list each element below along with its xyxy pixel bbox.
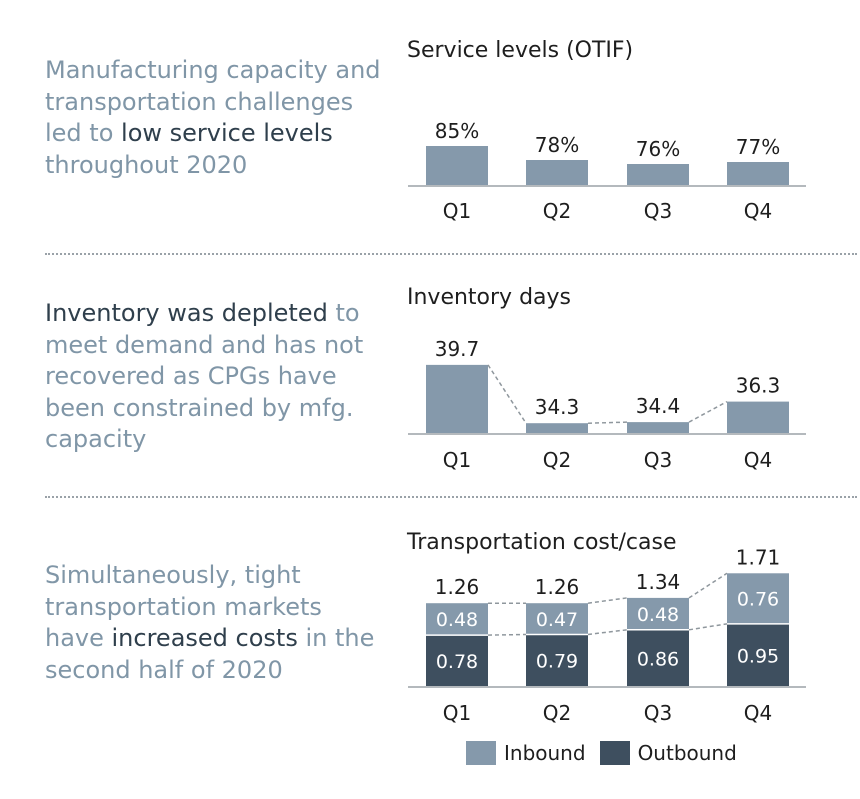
bar-inbound-q1 [426,603,488,636]
bar-inventory-q2 [526,423,588,434]
value-label-inventory-q3: 34.4 [636,394,681,418]
category-label-transport-q2: Q2 [543,701,571,725]
legend-label-outbound: Outbound [637,741,737,765]
value-label-inventory-q4: 36.3 [736,374,781,398]
value-label-service-q4: 77% [736,135,780,159]
bar-inventory-q4 [727,401,789,434]
legend-label-inbound: Inbound [504,741,586,765]
section-divider-1 [45,253,857,255]
description-text: Simultaneously, tight transportation mar… [45,561,322,652]
description-text: to meet demand and has not recovered as … [45,299,364,453]
category-label-service-q1: Q1 [443,199,471,223]
value-label-service-q1: 85% [435,119,479,143]
value-label-outbound-q4: 0.95 [737,645,779,667]
value-label-service-q3: 76% [636,137,680,161]
bar-outbound-q4 [727,623,789,687]
value-label-inbound-q4: 0.76 [737,589,779,611]
chart-legend: Inbound Outbound [466,741,751,765]
transportation-chart-title: Transportation cost/case [407,530,677,555]
category-label-service-q2: Q2 [543,199,571,223]
total-label-q4: 1.71 [736,545,781,569]
value-label-inventory-q2: 34.3 [535,395,580,419]
value-label-inbound-q2: 0.47 [536,609,578,631]
category-label-inventory-q2: Q2 [543,448,571,472]
bar-service-q3 [627,164,689,186]
category-label-transport-q3: Q3 [644,701,672,725]
value-label-service-q2: 78% [535,133,579,157]
service-levels-description: Manufacturing capacity and transportatio… [45,55,385,181]
description-emphasis: increased costs [111,624,298,652]
transportation-cost-chart: 0.78 0.48 1.26 Q1 0.79 0.47 1.26 Q2 0.86 0.48 1.34… [408,545,806,725]
description-emphasis: low service levels [121,119,333,147]
bar-inbound-q4 [727,573,789,624]
bar-inventory-q3 [627,422,689,434]
legend-swatch-outbound [599,741,630,765]
category-label-service-q3: Q3 [644,199,672,223]
inventory-chart-title: Inventory days [407,285,572,310]
legend-item-outbound: Outbound [599,741,737,765]
connector-line-outbound [688,623,728,631]
bar-inbound-q2 [526,603,588,635]
total-label-q2: 1.26 [535,575,580,599]
value-label-outbound-q1: 0.78 [436,651,478,673]
connector-line-inventory [688,400,728,423]
bar-outbound-q3 [627,629,689,687]
description-text: throughout 2020 [45,150,248,179]
bar-inventory-q1 [426,364,488,434]
legend-swatch-inbound [466,741,496,765]
transportation-description: Simultaneously, tight transportation mar… [45,560,385,686]
total-label-q1: 1.26 [435,575,480,599]
bar-outbound-q1 [426,635,488,687]
category-label-service-q4: Q4 [744,199,772,223]
bar-outbound-q2 [526,634,588,687]
description-text: in the second half of 2020 [45,624,375,684]
service-levels-chart: 85% 78% 76% 77% Q1 Q2 Q3 Q4 [408,119,806,223]
connector-line-outbound [587,629,628,636]
category-label-transport-q1: Q1 [443,701,471,725]
value-label-inbound-q3: 0.48 [637,604,679,626]
connector-line-total [587,597,628,604]
category-label-inventory-q3: Q3 [644,448,672,472]
description-text: Manufacturing capacity and transportatio… [45,56,381,147]
description-emphasis: Inventory was depleted [45,299,328,327]
value-label-outbound-q3: 0.86 [637,648,679,670]
connector-line-total [688,572,728,599]
service-levels-chart-title: Service levels (OTIF) [407,38,634,63]
value-label-inbound-q1: 0.48 [436,609,478,631]
connector-line-outbound [487,633,527,636]
value-label-outbound-q2: 0.79 [536,651,578,673]
category-label-inventory-q1: Q1 [443,448,471,472]
category-label-inventory-q4: Q4 [744,448,772,472]
bar-service-q4 [727,162,789,186]
inventory-days-chart: 39.7 34.3 34.4 36.3 Q1 Q2 Q3 Q4 [408,337,806,472]
section-divider-2 [45,496,857,498]
connector-line-inventory [487,364,527,424]
bar-service-q2 [526,160,588,186]
value-label-inventory-q1: 39.7 [435,337,480,361]
category-label-transport-q4: Q4 [744,701,772,725]
inventory-description: Inventory was depleted to meet demand an… [45,298,385,456]
legend-item-inbound: Inbound [466,741,586,765]
bar-inbound-q3 [627,597,689,630]
total-label-q3: 1.34 [636,570,681,594]
bar-service-q1 [426,146,488,186]
